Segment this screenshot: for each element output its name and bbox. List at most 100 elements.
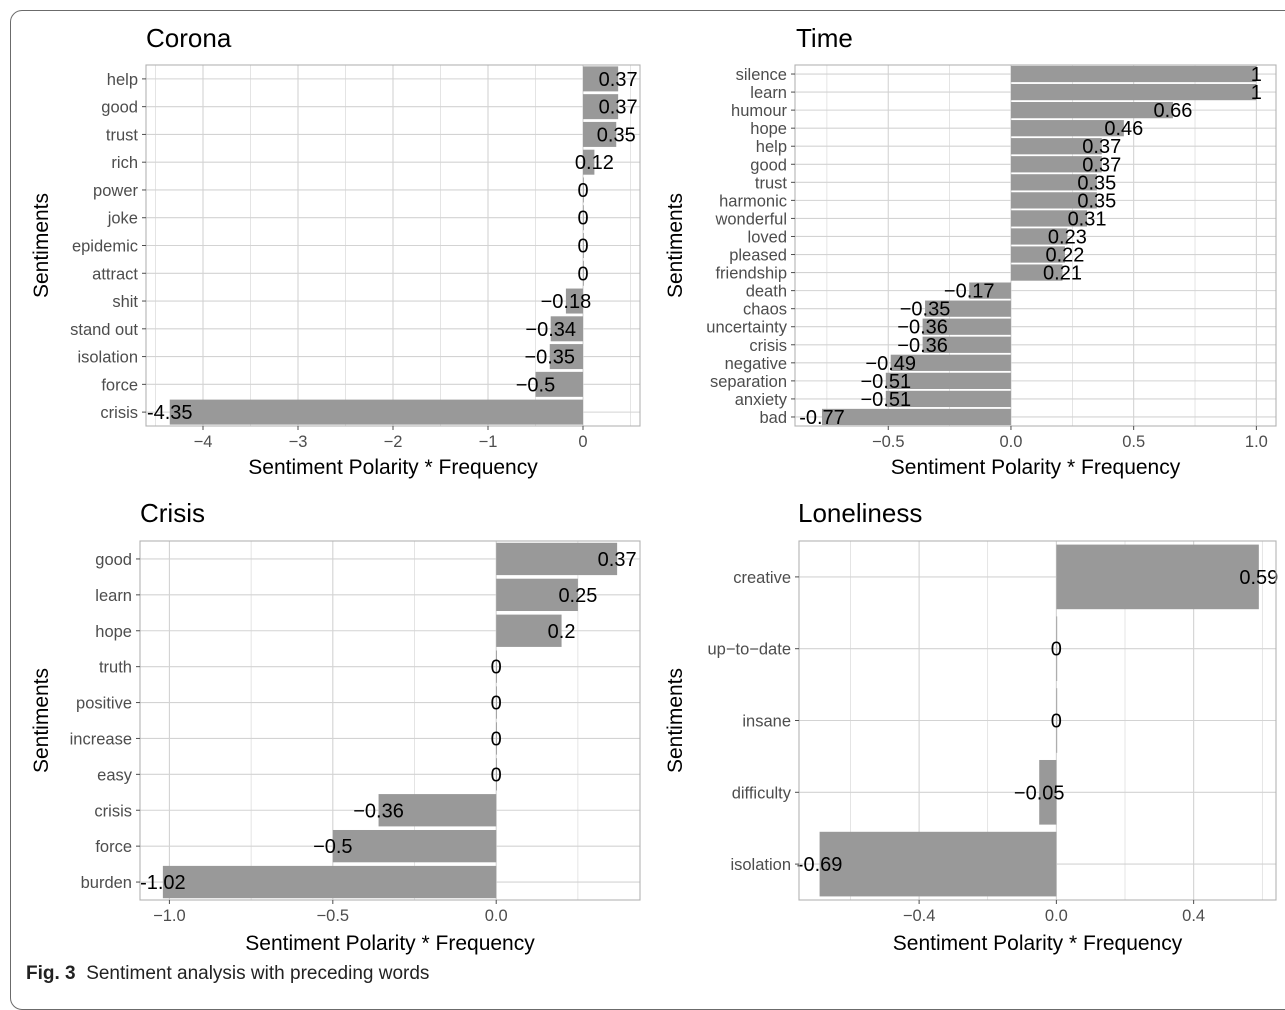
crisis-value-label: −0.36 <box>353 800 404 822</box>
loneliness-x-tick-label: −0.4 <box>903 907 936 925</box>
corona-y-tick-label: attract <box>92 265 138 283</box>
corona-y-tick-label: epidemic <box>72 238 138 256</box>
crisis-chart-title: Crisis <box>140 498 205 528</box>
loneliness-y-tick-label: insane <box>742 713 791 731</box>
crisis-value-label: 0.2 <box>548 621 576 643</box>
corona-value-label: 0.12 <box>575 152 614 174</box>
time-x-tick-label: 0.0 <box>999 433 1022 451</box>
time-y-tick-label: crisis <box>749 337 787 355</box>
time-value-label: −0.51 <box>860 389 911 411</box>
crisis-value-label: −0.5 <box>313 836 352 858</box>
crisis-x-axis-label: Sentiment Polarity * Frequency <box>245 932 535 955</box>
caption-text: Sentiment analysis with preceding words <box>86 963 429 984</box>
crisis-y-tick-label: easy <box>97 766 133 784</box>
crisis-y-tick-label: hope <box>95 623 132 641</box>
time-y-tick-label: chaos <box>743 301 787 319</box>
time-bar-learn <box>1011 84 1256 100</box>
crisis-y-tick-label: good <box>95 551 132 569</box>
time-y-tick-label: separation <box>710 373 787 391</box>
time-y-tick-label: trust <box>755 174 788 192</box>
corona-value-label: −0.5 <box>516 374 555 396</box>
corona-y-tick-label: help <box>107 71 138 89</box>
corona-value-label: 0.35 <box>597 124 636 146</box>
figure-caption: Fig. 3 Sentiment analysis with preceding… <box>26 963 429 985</box>
time-value-label: 0.66 <box>1153 100 1192 122</box>
crisis-bar-burden <box>163 866 496 898</box>
corona-y-tick-label: stand out <box>70 321 138 339</box>
crisis-y-tick-label: crisis <box>94 802 132 820</box>
loneliness-value-label: −0.05 <box>1014 782 1065 804</box>
time-bar-humour <box>1011 102 1173 118</box>
crisis-value-label: 0 <box>491 693 502 715</box>
crisis-y-axis-label: Sentiments <box>30 668 53 773</box>
corona-value-label: −0.35 <box>524 347 575 369</box>
time-y-tick-label: uncertainty <box>706 319 787 337</box>
time-bar-bad <box>822 409 1011 425</box>
loneliness-x-axis-label: Sentiment Polarity * Frequency <box>893 932 1183 955</box>
time-value-label: 0.21 <box>1043 263 1082 285</box>
time-x-tick-label: 0.5 <box>1122 433 1145 451</box>
loneliness-chart-title: Loneliness <box>798 498 922 528</box>
time-y-tick-label: negative <box>725 355 787 373</box>
corona-y-tick-label: crisis <box>100 404 138 422</box>
corona-y-tick-label: force <box>101 376 138 394</box>
time-y-tick-label: humour <box>731 102 787 120</box>
crisis-value-label: 0 <box>491 728 502 750</box>
time-y-tick-label: pleased <box>729 247 787 265</box>
crisis-y-tick-label: increase <box>70 730 132 748</box>
time-y-tick-label: good <box>750 156 787 174</box>
time-y-tick-label: anxiety <box>735 391 788 409</box>
time-x-tick-label: 1.0 <box>1245 433 1268 451</box>
time-y-tick-label: bad <box>759 409 787 427</box>
corona-x-tick-label: −3 <box>289 433 308 451</box>
time-y-tick-label: death <box>746 283 787 301</box>
time-value-label: 1 <box>1251 82 1262 104</box>
time-y-tick-label: wonderful <box>714 210 787 228</box>
time-y-tick-label: help <box>756 138 787 156</box>
crisis-value-label: 0 <box>491 764 502 786</box>
corona-value-label: 0.37 <box>599 97 638 119</box>
loneliness-value-label: 0.59 <box>1239 567 1278 589</box>
loneliness-x-tick-label: 0.0 <box>1045 907 1068 925</box>
corona-y-tick-label: joke <box>107 210 138 228</box>
corona-x-tick-label: −1 <box>479 433 498 451</box>
time-x-axis-label: Sentiment Polarity * Frequency <box>891 456 1181 479</box>
corona-value-label: 0 <box>577 236 588 258</box>
loneliness-y-tick-label: isolation <box>730 856 791 874</box>
time-x-tick-label: −0.5 <box>872 433 905 451</box>
corona-x-axis-label: Sentiment Polarity * Frequency <box>248 456 538 479</box>
corona-x-tick-label: 0 <box>578 433 587 451</box>
time-y-tick-label: friendship <box>715 265 787 283</box>
loneliness-value-label: 0 <box>1051 639 1062 661</box>
loneliness-value-label: 0 <box>1051 711 1062 733</box>
corona-value-label: 0 <box>577 180 588 202</box>
corona-value-label: 0 <box>577 263 588 285</box>
crisis-y-tick-label: truth <box>99 659 132 677</box>
loneliness-y-tick-label: difficulty <box>732 784 792 802</box>
crisis-value-label: 0.37 <box>598 549 637 571</box>
crisis-value-label: -1.02 <box>140 872 186 894</box>
corona-y-tick-label: shit <box>112 293 138 311</box>
loneliness-y-axis-label: Sentiments <box>664 668 687 773</box>
time-y-axis-label: Sentiments <box>664 193 687 298</box>
corona-value-label: −0.18 <box>541 291 592 313</box>
corona-y-tick-label: isolation <box>77 349 138 367</box>
crisis-y-tick-label: force <box>95 838 132 856</box>
time-y-tick-label: silence <box>736 66 787 84</box>
crisis-bar-force <box>333 830 496 862</box>
loneliness-x-tick-label: 0.4 <box>1182 907 1205 925</box>
loneliness-y-tick-label: up−to−date <box>708 641 792 659</box>
corona-x-tick-label: −4 <box>194 433 213 451</box>
loneliness-bar-isolation <box>820 832 1057 897</box>
corona-value-label: -4.35 <box>147 402 193 424</box>
crisis-x-tick-label: −1.0 <box>153 907 186 925</box>
corona-bar-crisis <box>170 400 583 425</box>
corona-x-tick-label: −2 <box>384 433 403 451</box>
time-y-tick-label: harmonic <box>719 192 787 210</box>
crisis-value-label: 0 <box>491 657 502 679</box>
time-chart-title: Time <box>796 23 853 53</box>
loneliness-value-label: -0.69 <box>797 854 843 876</box>
corona-value-label: −0.34 <box>525 319 576 341</box>
crisis-x-tick-label: −0.5 <box>317 907 350 925</box>
